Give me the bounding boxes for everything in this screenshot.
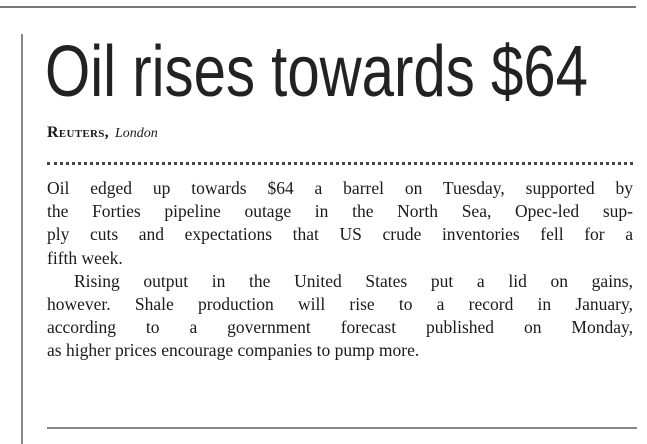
text-line: Oil edged up towards $64 a barrel on Tue… bbox=[47, 178, 633, 198]
text-line: the Forties pipeline outage in the North… bbox=[47, 201, 633, 222]
bottom-rule bbox=[47, 427, 637, 429]
text-line: as higher prices encourage companies to … bbox=[47, 340, 420, 361]
article-body: Oil edged up towards $64 a barrel on Tue… bbox=[47, 177, 633, 363]
dotted-separator bbox=[47, 162, 633, 165]
agency: Reuters, bbox=[47, 124, 109, 141]
column-rule bbox=[21, 34, 23, 444]
text-line: fifth week. bbox=[47, 247, 123, 268]
byline: Reuters, London bbox=[47, 124, 158, 142]
paragraph: Rising output in the United States put a… bbox=[47, 270, 633, 363]
text-line: ply cuts and expectations that US crude … bbox=[47, 224, 633, 245]
headline: Oil rises towards $64 bbox=[45, 32, 588, 112]
top-rule bbox=[0, 6, 636, 8]
dateline-place: London bbox=[114, 126, 158, 141]
paragraph: Oil edged up towards $64 a barrel on Tue… bbox=[47, 177, 633, 270]
text-line: Rising output in the United States put a… bbox=[74, 270, 633, 291]
text-line: according to a government forecast publi… bbox=[47, 317, 633, 338]
text-line: however. Shale production will rise to a… bbox=[47, 294, 633, 315]
